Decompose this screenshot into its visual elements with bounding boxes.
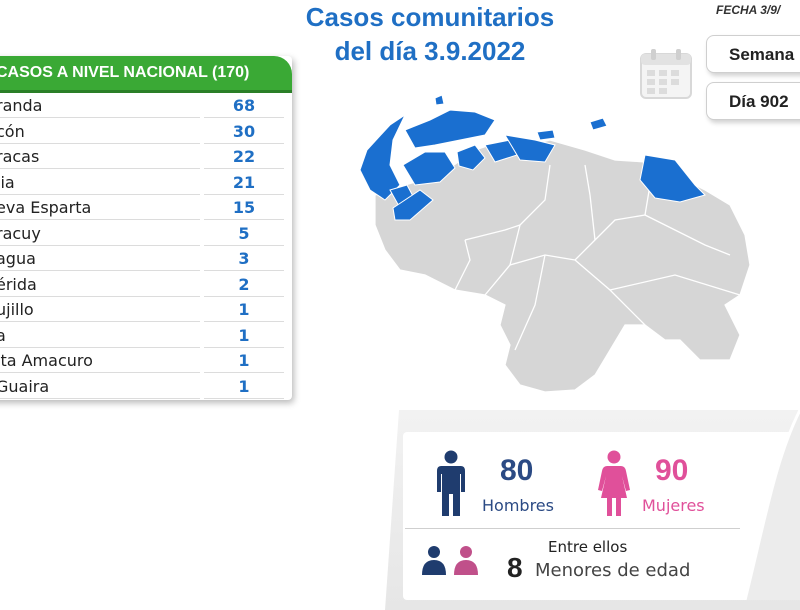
decorative-curve	[745, 410, 800, 600]
state-yaracuy	[456, 144, 486, 171]
state-zulia	[359, 113, 407, 201]
state-cases: 15	[204, 197, 284, 220]
title-line-1: Casos comunitarios	[305, 2, 555, 32]
state-name: eva Esparta	[0, 197, 200, 220]
state-name: a	[0, 325, 200, 348]
table-header-label: CASOS A NIVEL NACIONAL (170)	[0, 64, 250, 81]
state-cases: 21	[204, 172, 284, 195]
state-cases: 1	[204, 376, 284, 399]
state-cases: 68	[204, 95, 284, 118]
table-row: Guaira 1	[0, 375, 288, 401]
state-name: cón	[0, 121, 200, 144]
table-row: érida 2	[0, 273, 288, 299]
state-name: lia	[0, 172, 200, 195]
table-row: cón 30	[0, 120, 288, 146]
state-name: randa	[0, 95, 200, 118]
women-label: Mujeres	[642, 496, 705, 515]
state-falcon	[404, 109, 496, 149]
woman-icon	[598, 450, 630, 516]
calendar-icon	[640, 49, 692, 99]
state-name: racuy	[0, 223, 200, 246]
table-row: racuy 5	[0, 222, 288, 248]
title-line-2: del día 3.9.2022	[334, 36, 526, 66]
state-cases: 5	[204, 223, 284, 246]
state-name: racas	[0, 146, 200, 169]
day-badge: Día 902	[706, 82, 800, 120]
entre-ellos-label: Entre ellos	[548, 538, 628, 556]
state-cases: 1	[204, 325, 284, 348]
state-lara	[402, 151, 456, 186]
men-count: 80	[500, 454, 534, 487]
map-base-region	[374, 139, 751, 393]
table-row: eva Esparta 15	[0, 196, 288, 222]
cases-table: CASOS A NIVEL NACIONAL (170) randa 68 cón…	[0, 56, 292, 400]
state-caracas	[536, 129, 556, 141]
table-row: racas 22	[0, 145, 288, 171]
state-name: érida	[0, 274, 200, 297]
week-badge: Semana	[706, 35, 800, 73]
men-label: Hombres	[482, 496, 554, 515]
state-name: Guaira	[0, 376, 200, 399]
venezuela-map	[359, 94, 751, 393]
table-row: agua 3	[0, 247, 288, 273]
table-header: CASOS A NIVEL NACIONAL (170)	[0, 56, 292, 93]
date-label: FECHA 3/9/	[716, 3, 781, 17]
state-merida	[392, 189, 434, 221]
state-cases: 3	[204, 248, 284, 271]
state-nueva-esparta	[589, 117, 608, 131]
children-icon	[422, 546, 478, 575]
state-name: ujillo	[0, 299, 200, 322]
man-icon	[437, 450, 465, 516]
state-cases: 1	[204, 350, 284, 373]
state-coast-islet	[434, 94, 445, 106]
state-cases: 22	[204, 146, 284, 169]
state-cases: 2	[204, 274, 284, 297]
state-cases: 30	[204, 121, 284, 144]
state-cases: 1	[204, 299, 284, 322]
stats-divider	[405, 528, 740, 529]
minors-label: Menores de edad	[535, 560, 691, 581]
table-row: lia21	[0, 171, 288, 197]
state-name: lta Amacuro	[0, 350, 200, 373]
state-miranda	[504, 134, 556, 163]
table-row: lta Amacuro 1	[0, 349, 288, 375]
minors-count: 8	[507, 552, 523, 583]
table-row: ujillo 1	[0, 298, 288, 324]
state-name: agua	[0, 248, 200, 271]
women-count: 90	[655, 454, 689, 487]
table-row: randa 68	[0, 94, 288, 120]
page-title: Casos comunitarios del día 3.9.2022	[240, 0, 620, 68]
state-delta-amacuro	[639, 154, 706, 203]
